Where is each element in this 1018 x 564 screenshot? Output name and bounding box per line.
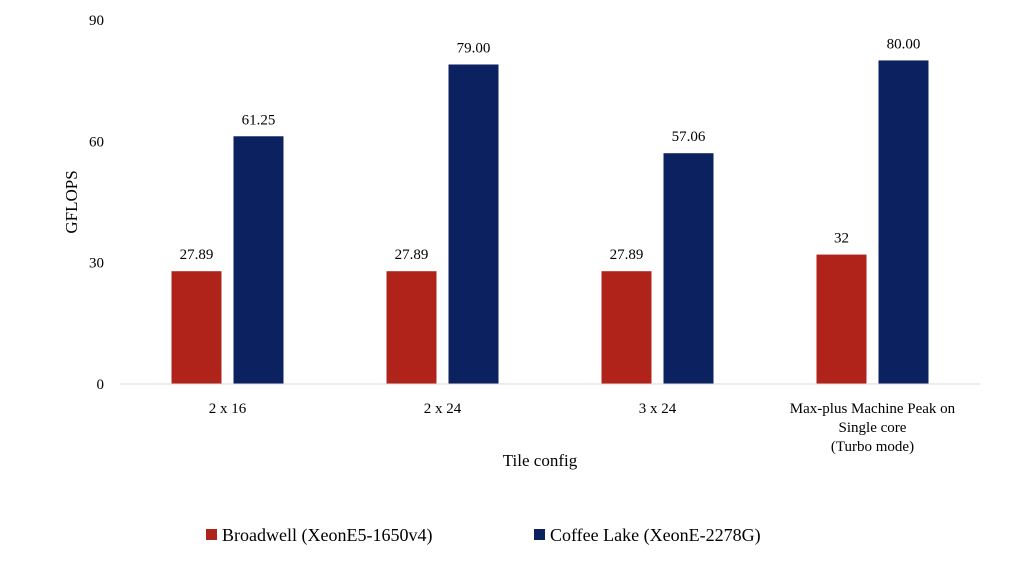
data-label: 27.89 [610, 247, 644, 263]
bar [386, 271, 437, 384]
legend: Broadwell (XeonE5-1650v4) Coffee Lake (Xe… [206, 525, 761, 546]
bar [816, 254, 867, 384]
y-axis-title: GFLOPS [62, 170, 81, 233]
x-axis-title: Tile config [503, 451, 578, 470]
x-tick-label: 2 x 24 [424, 401, 462, 417]
y-tick-label: 30 [89, 256, 104, 272]
bar [448, 64, 499, 384]
x-axis-category-labels: 2 x 16 2 x 24 3 x 24 Max-plus Machine Peak … [209, 401, 956, 455]
bar [601, 271, 652, 384]
bar [233, 136, 284, 384]
data-label: 79.00 [457, 40, 491, 56]
y-tick-label: 60 [89, 134, 104, 150]
x-tick-label: (Turbo mode) [831, 439, 914, 455]
legend-label: Coffee Lake (XeonE-2278G) [550, 525, 761, 546]
bar [171, 271, 222, 384]
bars [171, 60, 929, 384]
data-label: 80.00 [887, 36, 921, 52]
bar [663, 153, 714, 384]
data-label: 61.25 [242, 112, 276, 128]
y-axis-ticks: 0 30 60 90 [89, 13, 104, 393]
x-tick-label: 2 x 16 [209, 401, 247, 417]
data-label: 57.06 [672, 129, 706, 145]
legend-label: Broadwell (XeonE5-1650v4) [222, 525, 432, 546]
y-tick-label: 0 [97, 377, 105, 393]
data-label: 27.89 [395, 247, 429, 263]
legend-swatch [534, 529, 545, 540]
x-tick-label: 3 x 24 [639, 401, 677, 417]
x-tick-label: Max-plus Machine Peak on [790, 401, 956, 417]
y-tick-label: 90 [89, 13, 104, 29]
data-label: 32 [834, 231, 849, 247]
data-label: 27.89 [180, 247, 214, 263]
data-labels: 27.89 61.25 27.89 79.00 27.89 57.06 32 80.00 [180, 36, 921, 263]
x-tick-label: Single core [839, 420, 907, 436]
bar [878, 60, 929, 384]
legend-swatch [206, 529, 217, 540]
